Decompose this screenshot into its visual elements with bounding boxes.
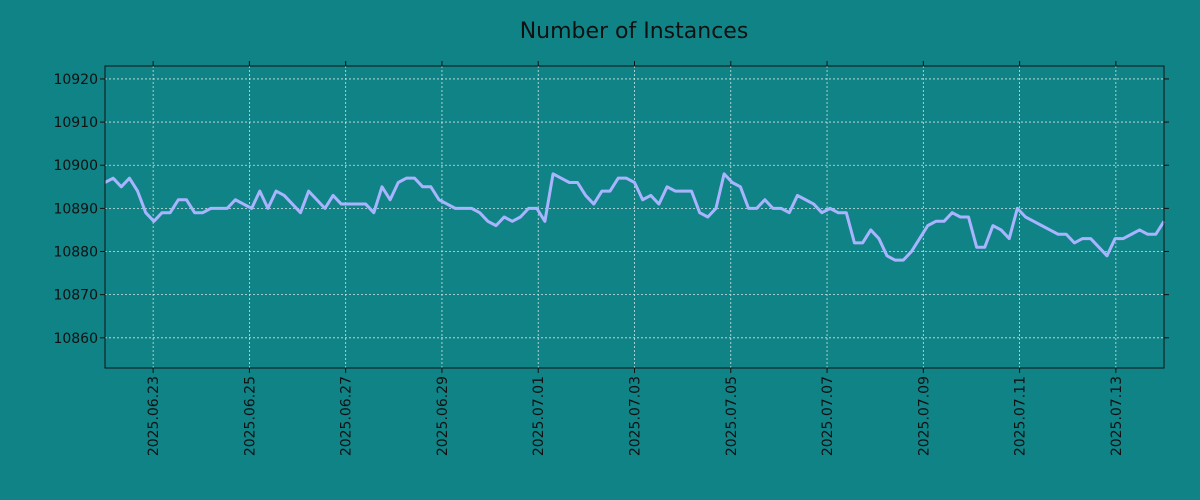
chart-title: Number of Instances bbox=[520, 19, 749, 44]
plot-area bbox=[104, 172, 1166, 262]
y-tick-label: 10900 bbox=[53, 158, 98, 174]
plot-frame bbox=[104, 65, 1165, 369]
y-tick-label: 10880 bbox=[53, 245, 98, 261]
gridlines bbox=[105, 66, 1164, 368]
y-tick-label: 10860 bbox=[53, 331, 98, 347]
x-tick-label: 2025.07.03 bbox=[628, 376, 644, 456]
y-tick-label: 10910 bbox=[53, 115, 98, 131]
x-tick-label: 2025.07.05 bbox=[724, 376, 740, 456]
x-tick-label: 2025.07.07 bbox=[820, 376, 836, 456]
axes: 10860 10870 10880 10890 10900 10910 10920 2025.… bbox=[53, 61, 1169, 456]
x-tick-label: 2025.07.01 bbox=[531, 376, 547, 456]
x-tick-label: 2025.07.13 bbox=[1109, 376, 1125, 456]
x-tick-label: 2025.07.09 bbox=[916, 376, 932, 456]
x-tick-label: 2025.06.25 bbox=[242, 376, 258, 456]
x-tick-label: 2025.06.27 bbox=[339, 376, 355, 456]
x-tick-label: 2025.06.29 bbox=[435, 376, 451, 456]
y-tick-label: 10920 bbox=[53, 72, 98, 88]
y-tick-label: 10890 bbox=[53, 201, 98, 217]
x-tick-label: 2025.06.23 bbox=[146, 376, 162, 456]
x-tick-label: 2025.07.11 bbox=[1013, 376, 1029, 456]
y-tick-label: 10870 bbox=[53, 288, 98, 304]
series-line bbox=[104, 172, 1166, 262]
